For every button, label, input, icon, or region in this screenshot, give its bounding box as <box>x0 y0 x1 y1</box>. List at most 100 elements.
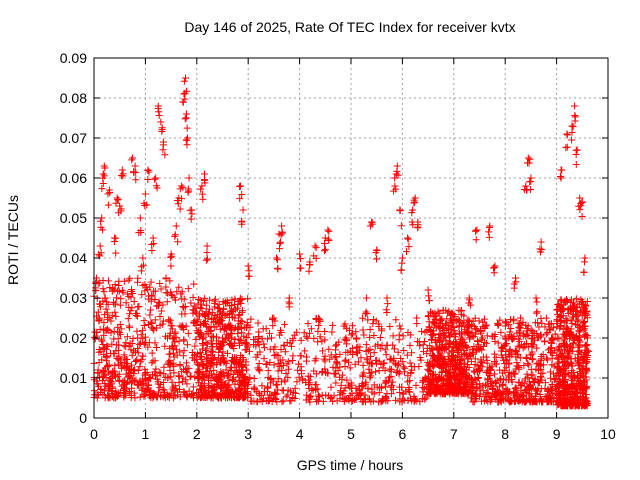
data-point <box>177 195 185 203</box>
data-point <box>231 336 239 344</box>
data-point <box>582 364 590 372</box>
data-point <box>372 317 380 325</box>
data-point <box>236 310 244 318</box>
data-point <box>223 297 231 305</box>
data-point <box>408 209 416 217</box>
data-point <box>157 307 165 315</box>
data-point <box>306 373 314 381</box>
data-point <box>229 342 237 350</box>
data-point <box>418 327 426 335</box>
data-point <box>394 171 402 179</box>
data-point <box>502 347 510 355</box>
data-point <box>345 358 353 366</box>
data-point <box>214 318 222 326</box>
data-point <box>359 314 367 322</box>
data-point <box>231 377 239 385</box>
data-point <box>110 327 118 335</box>
data-point <box>124 315 132 323</box>
data-point <box>142 369 150 377</box>
x-tick-label: 9 <box>553 426 561 442</box>
data-point <box>272 381 280 389</box>
data-point <box>445 307 453 315</box>
data-point <box>203 364 211 372</box>
data-point <box>455 352 463 360</box>
data-point <box>483 356 491 364</box>
data-point <box>111 308 119 316</box>
data-point <box>429 363 437 371</box>
data-point <box>546 368 554 376</box>
data-point <box>346 347 354 355</box>
data-point <box>530 341 538 349</box>
data-point <box>250 397 258 405</box>
data-point <box>254 334 262 342</box>
data-point <box>551 330 559 338</box>
data-point <box>395 370 403 378</box>
data-point <box>101 311 109 319</box>
data-point <box>175 337 183 345</box>
data-point <box>524 360 532 368</box>
data-point <box>581 400 589 408</box>
data-point <box>283 339 291 347</box>
data-point <box>286 397 294 405</box>
data-point <box>98 337 106 345</box>
data-point <box>535 323 543 331</box>
data-point <box>306 261 314 269</box>
data-point <box>240 332 248 340</box>
data-point <box>581 379 589 387</box>
data-point <box>388 382 396 390</box>
data-point <box>422 391 430 399</box>
data-point <box>575 343 583 351</box>
data-point <box>415 363 423 371</box>
data-point <box>267 334 275 342</box>
data-point <box>134 344 142 352</box>
data-point <box>198 376 206 384</box>
data-point <box>327 383 335 391</box>
data-point <box>222 300 230 308</box>
data-point <box>310 367 318 375</box>
data-point <box>109 298 117 306</box>
data-point <box>506 328 514 336</box>
data-point <box>472 330 480 338</box>
data-point <box>525 361 533 369</box>
data-point <box>347 385 355 393</box>
data-point <box>236 380 244 388</box>
data-point <box>234 325 242 333</box>
data-point <box>583 356 591 364</box>
data-point <box>330 370 338 378</box>
data-point <box>144 343 152 351</box>
data-point <box>457 307 465 315</box>
data-point <box>477 358 485 366</box>
data-point <box>450 324 458 332</box>
data-point <box>421 337 429 345</box>
data-point <box>196 328 204 336</box>
data-point <box>180 347 188 355</box>
data-point <box>201 294 209 302</box>
data-point <box>520 330 528 338</box>
data-point <box>578 199 586 207</box>
data-point <box>178 322 186 330</box>
data-point <box>529 355 537 363</box>
data-point <box>148 246 156 254</box>
data-point <box>132 176 140 184</box>
data-point <box>512 393 520 401</box>
data-point <box>225 314 233 322</box>
data-point <box>421 395 429 403</box>
data-point <box>110 238 118 246</box>
data-point <box>517 314 525 322</box>
data-point <box>582 302 590 310</box>
data-point <box>558 352 566 360</box>
data-point <box>109 383 117 391</box>
data-point <box>276 239 284 247</box>
data-point <box>169 394 177 402</box>
data-point <box>215 304 223 312</box>
data-point <box>270 361 278 369</box>
data-point <box>282 369 290 377</box>
data-point <box>157 118 165 126</box>
data-point <box>520 362 528 370</box>
data-point <box>461 341 469 349</box>
data-point <box>505 351 513 359</box>
data-point <box>429 371 437 379</box>
data-point <box>121 378 129 386</box>
data-point <box>475 317 483 325</box>
data-point <box>425 292 433 300</box>
